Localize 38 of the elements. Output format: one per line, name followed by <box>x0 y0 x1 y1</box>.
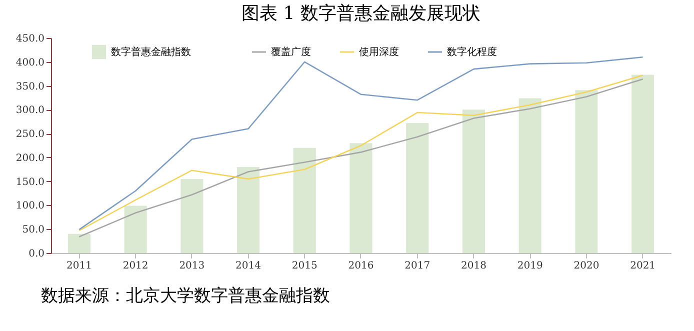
y-tick-label: 100.0 <box>16 200 44 212</box>
y-tick-label: 300.0 <box>16 105 44 116</box>
bar <box>68 234 90 253</box>
x-tick-label: 2020 <box>574 260 600 272</box>
y-tick-label: 400.0 <box>16 57 44 68</box>
y-tick-label: 450.0 <box>16 34 44 44</box>
bar <box>575 90 598 253</box>
x-tick-label: 2018 <box>461 260 486 272</box>
y-tick-label: 0.0 <box>28 248 44 260</box>
x-tick-label: 2011 <box>66 260 92 272</box>
legend-label: 使用深度 <box>359 46 399 58</box>
legend-label: 数字普惠金融指数 <box>111 46 191 58</box>
chart-title: 图表 1 数字普惠金融发展现状 <box>242 3 480 24</box>
x-tick-label: 2021 <box>630 260 656 272</box>
y-tick-label: 50.0 <box>22 224 44 236</box>
bar <box>632 74 654 253</box>
x-tick-label: 2016 <box>348 260 374 272</box>
source-note: 数据来源：北京大学数字普惠金融指数 <box>41 286 330 306</box>
y-tick-label: 250.0 <box>16 129 44 140</box>
bar <box>462 110 485 253</box>
bar <box>180 178 204 253</box>
x-tick-label: 2014 <box>236 260 261 272</box>
bar <box>406 123 429 253</box>
legend-label: 覆盖广度 <box>271 46 311 58</box>
legend-label: 数字化程度 <box>447 46 497 58</box>
bar <box>350 143 372 253</box>
y-tick-label: 200.0 <box>16 152 44 164</box>
x-tick-label: 2013 <box>179 260 205 272</box>
x-tick-label: 2012 <box>122 260 148 272</box>
bar <box>293 148 316 253</box>
bar <box>124 206 147 253</box>
bar <box>518 98 542 253</box>
y-tick-label: 350.0 <box>16 81 44 92</box>
x-tick-label: 2019 <box>517 260 543 272</box>
x-tick-label: 2015 <box>292 260 318 272</box>
bar <box>237 167 260 253</box>
y-tick-label: 150.0 <box>16 176 44 188</box>
x-tick-label: 2017 <box>404 260 430 272</box>
